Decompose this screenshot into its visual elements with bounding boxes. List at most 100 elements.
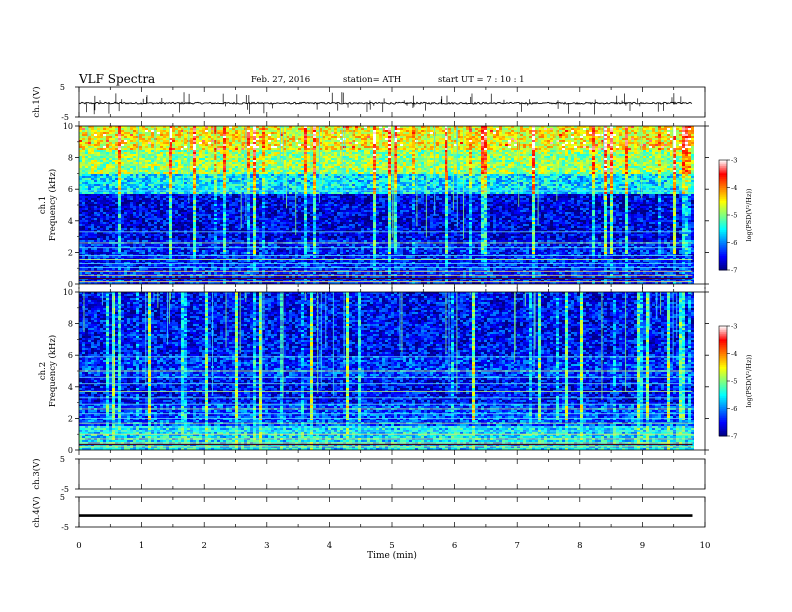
spectrogram-cell bbox=[505, 148, 508, 150]
spectrogram-cell bbox=[439, 144, 442, 146]
spectrogram-cell bbox=[604, 134, 607, 136]
spectrogram-cell bbox=[589, 138, 592, 140]
spectrogram-cell bbox=[646, 152, 649, 154]
spectrogram-cell bbox=[400, 156, 403, 158]
spectrogram-cell bbox=[262, 142, 265, 144]
spectrogram-cell bbox=[307, 156, 310, 158]
spectrogram-cell bbox=[490, 146, 493, 148]
spectrogram-cell bbox=[265, 156, 268, 158]
spectrogram-cell bbox=[292, 146, 295, 148]
spectrogram-cell bbox=[406, 152, 409, 154]
spectrogram-cell bbox=[160, 158, 163, 160]
spectrogram-cell bbox=[370, 130, 373, 132]
spectrogram-cell bbox=[565, 146, 568, 148]
spectrogram-cell bbox=[292, 130, 295, 132]
spectrogram-cell bbox=[232, 160, 235, 162]
spectrogram-cell bbox=[94, 152, 97, 154]
spectrogram-cell bbox=[613, 146, 616, 148]
spectrogram-cell bbox=[139, 158, 142, 160]
spectrogram-cell bbox=[625, 158, 628, 160]
spectrogram-cell bbox=[334, 144, 337, 146]
spectrogram-cell bbox=[688, 130, 691, 132]
spectrogram-cell bbox=[301, 140, 304, 142]
spectrogram-cell bbox=[334, 140, 337, 142]
spectrogram-cell bbox=[478, 152, 481, 154]
spectrogram-cell bbox=[688, 154, 691, 156]
spectrogram-cell bbox=[277, 146, 280, 148]
spectrogram-cell bbox=[622, 140, 625, 142]
spectrogram-cell bbox=[673, 148, 676, 150]
spectrogram-cell bbox=[115, 136, 118, 138]
spectrogram-cell bbox=[628, 130, 631, 132]
spectrogram-cell bbox=[253, 158, 256, 160]
spectrogram-cell bbox=[334, 150, 337, 152]
spectrogram-cell bbox=[265, 150, 268, 152]
spectrogram-cell bbox=[202, 154, 205, 156]
spectrogram-cell bbox=[679, 148, 682, 150]
spectrogram-cell bbox=[289, 148, 292, 150]
spectrogram-cell bbox=[238, 140, 241, 142]
spectrogram-cell bbox=[685, 152, 688, 154]
spectrogram-cell bbox=[199, 142, 202, 144]
spectrogram-cell bbox=[202, 142, 205, 144]
spectrogram-cell bbox=[592, 156, 595, 158]
spectrogram-cell bbox=[418, 130, 421, 132]
spectrogram-cell bbox=[247, 142, 250, 144]
spectrogram-cell bbox=[301, 132, 304, 134]
spectrogram-cell bbox=[610, 128, 613, 130]
spectrogram-cell bbox=[235, 138, 238, 140]
spectrogram-cell bbox=[364, 134, 367, 136]
spectrogram-cell bbox=[148, 160, 151, 162]
spectrogram-cell bbox=[523, 128, 526, 130]
spectrogram-cell bbox=[133, 132, 136, 134]
spectrogram-cell bbox=[580, 130, 583, 132]
spectrogram-cell bbox=[325, 148, 328, 150]
spectrogram-cell bbox=[199, 154, 202, 156]
spectrogram-cell bbox=[655, 138, 658, 140]
spectrogram-cell bbox=[475, 156, 478, 158]
spectrogram-cell bbox=[139, 152, 142, 154]
spectrogram-cell bbox=[157, 140, 160, 142]
spectrogram-cell bbox=[388, 140, 391, 142]
spectrogram-cell bbox=[508, 144, 511, 146]
spectrogram-cell bbox=[124, 152, 127, 154]
spectrogram-cell bbox=[448, 134, 451, 136]
spectrogram-cell bbox=[388, 154, 391, 156]
spectrogram-cell bbox=[172, 154, 175, 156]
spectrogram-cell bbox=[655, 154, 658, 156]
spectrogram-cell bbox=[469, 142, 472, 144]
spectrogram-cell bbox=[115, 140, 118, 142]
spectrogram-cell bbox=[688, 136, 691, 138]
spectrogram-cell bbox=[220, 148, 223, 150]
spectrogram-cell bbox=[526, 142, 529, 144]
spectrogram-cell bbox=[166, 154, 169, 156]
spectrogram-cell bbox=[97, 132, 100, 134]
spectrogram-cell bbox=[373, 150, 376, 152]
spectrogram-cell bbox=[661, 148, 664, 150]
spectrogram-cell bbox=[511, 144, 514, 146]
spectrogram-cell bbox=[301, 150, 304, 152]
spectrogram-cell bbox=[658, 138, 661, 140]
spectrogram-cell bbox=[658, 134, 661, 136]
spectrogram-cell bbox=[403, 148, 406, 150]
spectrogram-cell bbox=[112, 158, 115, 160]
spectrogram-cell bbox=[232, 148, 235, 150]
spectrogram-cell bbox=[523, 144, 526, 146]
spectrogram-cell bbox=[268, 160, 271, 162]
spectrogram-cell bbox=[163, 138, 166, 140]
spectrogram-cell bbox=[307, 160, 310, 162]
spectrogram-cell bbox=[196, 156, 199, 158]
spectrogram-cell bbox=[421, 152, 424, 154]
spectrogram-cell bbox=[658, 152, 661, 154]
spectrogram-cell bbox=[94, 158, 97, 160]
spectrogram-cell bbox=[217, 138, 220, 140]
spectrogram-cell bbox=[559, 138, 562, 140]
spectrogram-cell bbox=[190, 150, 193, 152]
spectrogram-cell bbox=[523, 134, 526, 136]
spectrogram-cell bbox=[247, 136, 250, 138]
spectrogram-cell bbox=[178, 130, 181, 132]
spectrogram-cell bbox=[475, 144, 478, 146]
spectrogram-cell bbox=[583, 138, 586, 140]
spectrogram-cell bbox=[97, 156, 100, 158]
spectrogram-cell bbox=[184, 158, 187, 160]
